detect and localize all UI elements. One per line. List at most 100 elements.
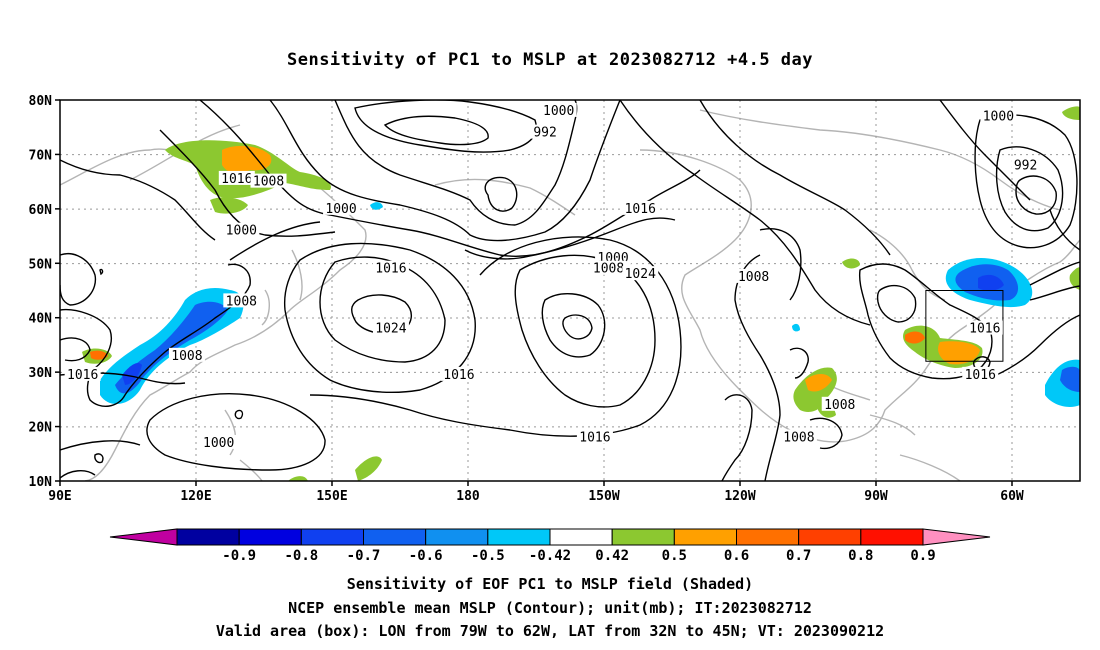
colorbar-label: -0.5	[471, 548, 505, 564]
positive-area-us-east-core	[938, 341, 980, 365]
contour-label-bg	[821, 396, 858, 411]
caption-valid-area: Valid area (box): LON from 79W to 62W, L…	[215, 622, 885, 640]
contour-label-bg	[531, 124, 560, 139]
positive-area-mexico-core	[805, 374, 832, 392]
colorbar-label: -0.42	[529, 548, 571, 564]
contour-label-bg	[735, 268, 772, 283]
contour-label: 1016	[579, 430, 610, 445]
longitude-axis: 90E 120E 150E 180 150W 120W 90W 60W	[48, 481, 1024, 504]
map-title: Sensitivity of PC1 to MSLP at 2023082712…	[286, 50, 813, 70]
contour-label-bg	[966, 320, 1003, 335]
colorbar-segment	[238, 528, 302, 546]
contour-label: 1016	[221, 172, 252, 187]
contour-label-bg	[440, 366, 477, 381]
negative-area-small	[370, 202, 383, 210]
colorbar-label: 0.5	[662, 548, 687, 564]
contour-label: 1008	[226, 294, 257, 309]
positive-area-east-edge2	[1069, 267, 1080, 290]
contour-label: 1008	[253, 175, 284, 190]
contour-label-bg	[980, 108, 1017, 123]
colorbar-segment	[549, 528, 613, 546]
contour-label-bg	[590, 260, 627, 275]
lon-label: 120W	[724, 489, 755, 504]
colorbar-segment	[736, 528, 800, 546]
contour-label: 1008	[593, 262, 624, 277]
contour-label: 1016	[443, 368, 474, 383]
contour-label: 1016	[67, 368, 98, 383]
contour-label: 1000	[203, 436, 234, 451]
lon-label: 120E	[180, 489, 211, 504]
contour-label: 1024	[375, 322, 406, 337]
positive-area-pacific2	[288, 476, 308, 481]
lon-label: 90W	[864, 489, 888, 504]
contour-label-bg	[595, 249, 632, 264]
colorbar-segment	[425, 528, 489, 546]
lat-label: 60N	[29, 203, 53, 218]
map-frame	[59, 99, 1081, 482]
contour-label-bg	[372, 320, 409, 335]
contour-label-bg	[622, 200, 659, 215]
contour-label-bg	[223, 222, 260, 237]
colorbar-label: 0.7	[786, 548, 811, 564]
valid-area-box	[925, 290, 1004, 362]
contour-label: 1000	[226, 224, 257, 239]
contour-label-bg	[540, 102, 577, 117]
colorbar-segment	[611, 528, 675, 546]
contour-label-bg	[200, 434, 237, 449]
contour-label-bg	[780, 429, 817, 444]
lon-label: 180	[456, 489, 480, 504]
lat-label: 40N	[29, 312, 53, 327]
lat-label: 70N	[29, 148, 53, 163]
colorbar-label: -0.9	[222, 548, 256, 564]
contour-label-bg	[218, 170, 255, 185]
contour-label: 1008	[738, 270, 769, 285]
colorbar-label: -0.6	[409, 548, 443, 564]
positive-area-siberia-core	[222, 145, 272, 174]
colorbar-low-triangle	[109, 528, 178, 546]
contour-label-bg	[250, 173, 287, 188]
colorbar-label: -0.8	[284, 548, 318, 564]
coastlines	[60, 109, 1080, 481]
contour-label-bg	[223, 293, 260, 308]
contour-label: 1016	[375, 262, 406, 277]
colorbar-high-triangle	[922, 528, 991, 546]
contour-label-bg	[168, 347, 205, 362]
latitude-axis: 80N 70N 60N 50N 40N 30N 20N 10N	[29, 94, 60, 490]
contour-label: 992	[533, 126, 556, 141]
contour-label-bg	[1011, 157, 1040, 172]
lon-label: 150E	[316, 489, 347, 504]
negative-area-mid-atlantic-core	[1060, 366, 1080, 392]
colorbar-segment	[363, 528, 427, 546]
positive-area-china-core	[90, 350, 108, 360]
positive-area-mexico3	[842, 258, 860, 269]
contour-label: 992	[1014, 158, 1037, 173]
contour-label-bg	[962, 366, 999, 381]
caption-shading: Sensitivity of EOF PC1 to MSLP field (Sh…	[346, 575, 754, 593]
lat-label: 10N	[29, 475, 53, 490]
colorbar-segment	[487, 528, 551, 546]
contour-label-bg	[323, 200, 360, 215]
colorbar-label: 0.8	[848, 548, 873, 564]
caption-contour: NCEP ensemble mean MSLP (Contour); unit(…	[288, 599, 812, 617]
positive-area-us-east-core2	[905, 331, 925, 344]
contour-label: 1016	[969, 322, 1000, 337]
contour-label-bg	[622, 266, 659, 281]
contour-label-bg	[576, 429, 613, 444]
contour-label: 1000	[543, 104, 574, 119]
positive-area-siberia-lower	[210, 197, 248, 214]
positive-area-east-edge	[1062, 106, 1080, 120]
negative-area-east-asia-deep	[122, 363, 142, 385]
contour-label: 1000	[325, 202, 356, 217]
contour-label: 1008	[824, 398, 855, 413]
lon-label: 150W	[588, 489, 619, 504]
colorbar-label: -0.7	[347, 548, 381, 564]
negative-area-atlantic-deep	[978, 274, 1004, 291]
colorbar-label: 0.9	[910, 548, 935, 564]
contour-label: 1000	[983, 109, 1014, 124]
colorbar-segment	[673, 528, 737, 546]
positive-area-pacific	[355, 456, 382, 481]
contour-label-bg	[372, 260, 409, 275]
lat-label: 50N	[29, 257, 53, 272]
